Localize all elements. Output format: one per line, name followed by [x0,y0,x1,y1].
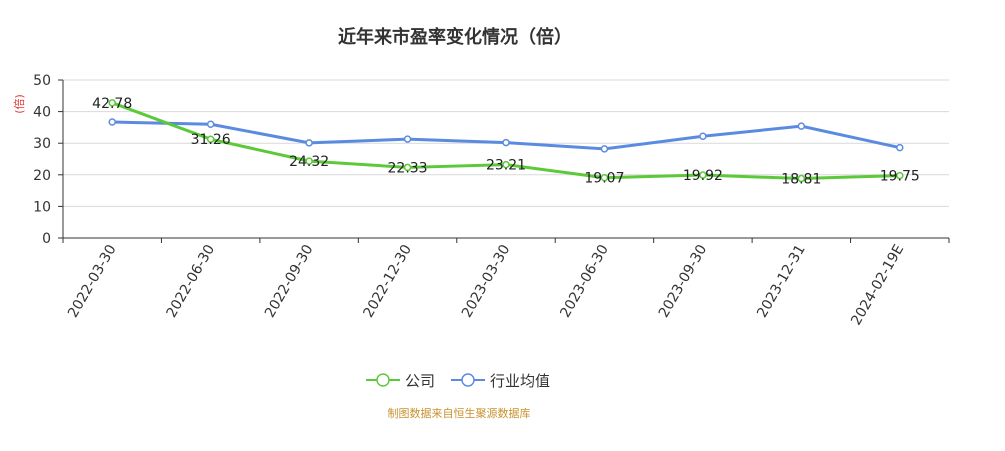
data-point [600,173,609,182]
y-tick-label: 10 [33,199,51,215]
data-point [108,118,116,126]
x-tick-label: 2022-12-30 [360,242,415,320]
legend-swatch-marker [376,373,390,387]
y-tick-label: 20 [33,168,51,184]
data-label: 42.78 [92,96,132,112]
data-point [502,138,510,147]
data-point [797,174,806,183]
x-tick-label: 2023-09-30 [656,242,711,320]
x-tick-label: 2023-06-30 [557,242,612,320]
data-point [600,145,609,153]
data-point [896,171,904,180]
y-tick-label: 30 [33,136,51,152]
x-tick-label: 2024-02-19E [848,242,907,328]
y-tick-label: 40 [33,105,51,121]
data-point [305,139,313,147]
data-label: 19.07 [584,171,624,187]
chart-title: 近年来市盈率变化情况（倍） [338,26,572,48]
x-tick-label: 2023-12-31 [754,242,809,320]
y-tick-label: 0 [42,231,51,247]
x-axis-ticks: 2022-03-30 2022-06-30 2022-09-30 2022-12-30… [62,238,950,328]
data-label: 24.32 [289,154,329,170]
y-axis-label: (倍) [12,94,26,114]
data-label: 22.33 [388,160,428,176]
x-tick-label: 2022-03-30 [65,242,120,320]
legend-item-1[interactable]: 行业均值 [451,372,550,390]
data-label: 19.92 [683,168,723,184]
y-tick-label: 50 [33,73,51,89]
legend-item-0[interactable]: 公司 [366,372,435,390]
data-label: 31.26 [191,132,231,148]
series-lines [108,99,904,183]
data-point [502,160,510,169]
data-point [699,132,707,140]
data-point [797,122,806,130]
y-axis-ticks: 0 10 20 30 40 50 [33,73,63,247]
legend[interactable]: 公司 行业均值 [366,372,550,390]
data-point [108,99,116,107]
data-label: 23.21 [486,158,526,174]
data-point [403,135,412,143]
x-tick-label: 2022-06-30 [164,242,219,320]
data-point [305,157,313,165]
x-tick-label: 2022-09-30 [262,242,317,320]
axes [62,80,949,239]
data-label: 19.75 [880,169,920,185]
x-tick-label: 2023-03-30 [459,242,514,320]
source-note: 制图数据来自恒生聚源数据库 [388,406,531,420]
data-point [206,135,215,143]
legend-label: 行业均值 [490,372,550,390]
data-label: 18.81 [781,172,821,188]
data-point [206,120,215,128]
legend-swatch-marker [461,373,475,387]
data-labels: 42.78 31.26 24.32 22.33 23.21 19.07 19.92 18.81… [92,96,920,188]
data-point [699,171,707,179]
data-point [403,163,412,172]
data-point [896,143,904,152]
legend-label: 公司 [405,372,435,390]
